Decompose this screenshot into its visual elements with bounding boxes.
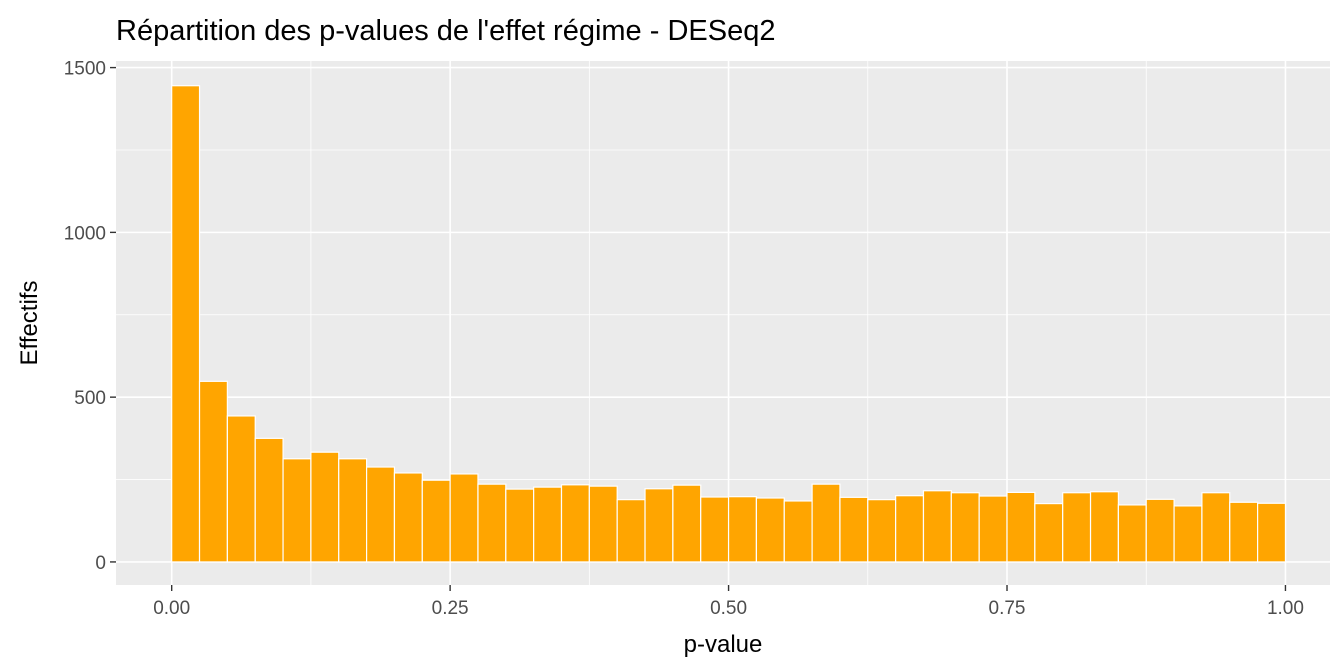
histogram-bar [282,458,312,563]
histogram-bar [1034,502,1064,563]
histogram-bars [171,85,1287,563]
histogram-bar [867,499,897,563]
histogram-bar [171,85,201,563]
histogram-bar [588,485,618,563]
histogram-bar [978,495,1008,563]
histogram-bar [477,483,507,563]
y-axis: 0 500 1000 1500 [64,59,116,574]
histogram-bar [616,499,646,563]
histogram-bar [421,479,451,563]
chart-title: Répartition des p-values de l'effet régi… [116,15,775,47]
histogram-bar [1257,502,1287,563]
y-axis-title: Effectifs [16,281,43,366]
histogram-bar [1117,504,1147,563]
histogram-bar [310,451,340,563]
histogram-bar [1089,491,1119,563]
histogram-bar [226,415,256,563]
histogram-bar [672,484,702,563]
x-tick-label: 1.00 [1267,598,1304,619]
histogram-bar [1062,492,1092,563]
histogram-bar [338,458,368,563]
histogram-bar [922,490,952,563]
histogram-bar [839,496,869,563]
x-tick-label: 0.25 [432,598,469,619]
histogram-bar [1229,501,1259,563]
x-axis: 0.00 0.25 0.50 0.75 1.00 [153,585,1304,619]
histogram-bar [1201,492,1231,563]
minor-gridlines [116,61,1330,585]
histogram-bar [950,492,980,563]
x-axis-title: p-value [684,631,763,658]
y-tick-label: 0 [95,553,106,574]
histogram-bar [560,484,590,563]
histogram-bar [727,496,758,563]
histogram-bar [365,466,396,563]
x-tick-label: 0.00 [153,598,190,619]
histogram-bar [811,483,841,563]
x-tick-label: 0.75 [989,598,1026,619]
y-tick-label: 1000 [64,223,106,244]
histogram-bar [393,472,423,563]
histogram-bar [755,497,785,563]
x-tick-label: 0.50 [710,598,747,619]
histogram-bar [644,488,674,563]
histogram-bar [254,437,284,563]
histogram-bar [700,496,730,563]
histogram-bar [1145,498,1175,563]
histogram-bar [505,488,535,563]
histogram-bar [198,380,228,563]
histogram-bar [895,495,925,563]
y-tick-label: 500 [74,388,106,409]
histogram-bar [533,486,563,563]
histogram-bar [449,473,479,563]
histogram-bar [1173,505,1203,563]
y-tick-label: 1500 [64,59,106,80]
histogram-bar [1006,491,1036,563]
histogram-bar [783,500,813,563]
